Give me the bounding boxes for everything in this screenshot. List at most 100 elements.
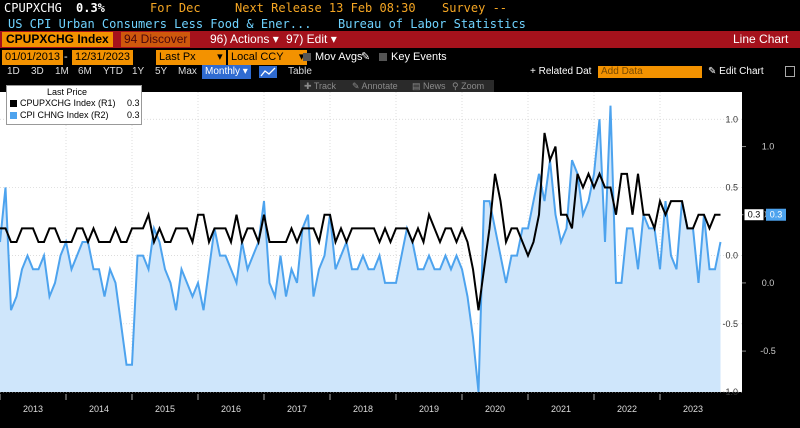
end-date-field[interactable]: 12/31/2023 [72, 50, 134, 65]
y-tick-right: -0.5 [760, 346, 776, 356]
survey-label: Survey -- [442, 1, 508, 15]
y-axis-right-band [742, 92, 800, 392]
series-line-cpupxchg [0, 132, 721, 311]
zoom-button[interactable]: ⚲ Zoom [452, 81, 485, 91]
legend-label: CPI CHNG Index (R2) [20, 110, 109, 120]
track-label: Track [313, 81, 337, 91]
current-value: 0.3% [76, 1, 105, 15]
legend-item[interactable]: CPUPXCHG Index (R1) 0.3 [9, 98, 140, 108]
x-tick-label: 2017 [287, 404, 307, 414]
x-tick-label: 2013 [23, 404, 43, 414]
x-tick-label: 2022 [617, 404, 637, 414]
tab-1m[interactable]: 1M [55, 66, 69, 77]
menu-bar: CPUPXCHG Index 94 Discover 96) Actions ▾… [0, 31, 800, 48]
series-line-cpi-chng [0, 105, 722, 393]
track-button[interactable]: ✚ Track [304, 81, 337, 91]
table-button[interactable]: Table [288, 66, 312, 77]
chart-type-label: Line Chart [733, 32, 789, 46]
area-series [0, 105, 721, 393]
y-tick-right: 1.0 [762, 142, 775, 152]
key-events-label: Key Events [391, 51, 447, 63]
last-value-r1: 0.3 [748, 210, 761, 220]
related-data-button[interactable]: + Related Dat [530, 66, 592, 77]
tab-max[interactable]: Max [178, 66, 197, 77]
chevron-down-icon: ▾ [298, 51, 305, 63]
x-axis: 2013 2014 2015 2016 2017 2018 2019 2020 2021 2022… [0, 394, 703, 414]
mov-avgs-label: Mov Avgs [315, 51, 363, 63]
last-value-box-r1 [743, 208, 765, 222]
x-tick-label: 2019 [419, 404, 439, 414]
y-tick-left: -1.0 [722, 387, 738, 397]
chart-action-bar: ✚ Track ✎ Annotate ▤ News ⚲ Zoom [300, 80, 494, 92]
legend-value: 0.3 [127, 110, 140, 120]
tab-1d[interactable]: 1D [7, 66, 20, 77]
frequency-select[interactable]: Monthly ▾ [202, 65, 251, 79]
x-tick-label: 2014 [89, 404, 109, 414]
title-row: US CPI Urban Consumers Less Food & Ener.… [0, 16, 800, 32]
legend-value: 0.3 [127, 98, 140, 108]
last-value-labels: 0.3 0.3 [743, 208, 786, 222]
currency-label: Local CCY [231, 51, 284, 63]
tab-1y[interactable]: 1Y [132, 66, 145, 77]
edit-menu[interactable]: 97) Edit ▾ [286, 31, 337, 48]
period-label: For Dec [150, 1, 201, 15]
annotate-label: Annotate [361, 81, 398, 91]
add-data-input[interactable]: Add Data [598, 66, 702, 78]
x-tick-label: 2020 [485, 404, 505, 414]
period-toolbar: 1D 3D 1M 6M YTD 1Y 5Y Max Monthly ▾ Tabl… [0, 65, 800, 79]
line-chart-icon-glyph [260, 67, 276, 77]
y-tick-left: 0.0 [725, 251, 738, 261]
chart-legend: Last Price CPUPXCHG Index (R1) 0.3 CPI C… [6, 85, 142, 125]
chart-settings-icon[interactable] [785, 66, 795, 77]
x-axis-band [0, 394, 800, 424]
ticker-symbol: CPUPXCHG [4, 1, 62, 15]
y-tick-right: 0.0 [762, 278, 775, 288]
key-events-checkbox[interactable] [379, 53, 387, 61]
chart-area: 1.0 0.5 0.0 -0.5 -1.0 1.0 0.5 0.0 -0.5 2013 2014… [0, 80, 800, 424]
start-date-field[interactable]: 01/01/2013 [2, 50, 64, 65]
chevron-down-icon: ▾ [217, 51, 223, 63]
pencil-icon[interactable]: ✎ [361, 51, 371, 63]
chevron-down-icon: ▾ [272, 32, 279, 46]
price-field-select[interactable]: Last Px ▾ [156, 50, 226, 65]
x-tick-label: 2021 [551, 404, 571, 414]
tab-3d[interactable]: 3D [31, 66, 44, 77]
currency-select[interactable]: Local CCY ▾ [228, 50, 308, 65]
zoom-label: Zoom [461, 81, 485, 91]
edit-chart-label: Edit Chart [719, 66, 764, 77]
date-separator: - [64, 51, 68, 63]
frequency-label: Monthly [205, 66, 241, 77]
x-tick-label: 2015 [155, 404, 175, 414]
y-axis-left: 1.0 0.5 0.0 -0.5 -1.0 [722, 114, 738, 397]
legend-swatch [10, 112, 17, 119]
y-tick-left: 1.0 [725, 114, 738, 124]
mov-avgs-checkbox[interactable] [303, 53, 311, 61]
tab-5y[interactable]: 5Y [155, 66, 168, 77]
news-button[interactable]: ▤ News [412, 81, 446, 91]
discover-button[interactable]: 94 Discover [121, 32, 191, 47]
actions-label: 96) Actions [210, 32, 270, 46]
edit-chart-button[interactable]: ✎ Edit Chart [708, 65, 764, 79]
chevron-down-icon: ▾ [330, 32, 337, 46]
edit-label: 97) Edit [286, 32, 328, 46]
tab-6m[interactable]: 6M [78, 66, 92, 77]
line-chart-icon[interactable] [259, 66, 277, 78]
legend-label: CPUPXCHG Index (R1) [20, 98, 116, 108]
last-value-box-r2 [766, 208, 786, 221]
x-tick-label: 2018 [353, 404, 373, 414]
actions-menu[interactable]: 96) Actions ▾ [210, 31, 279, 48]
source-label: Bureau of Labor Statistics [338, 17, 526, 31]
y-tick-left: 0.5 [725, 182, 738, 192]
legend-swatch [10, 100, 17, 107]
pencil-icon: ✎ [708, 66, 717, 77]
series-lines [0, 105, 722, 393]
tab-ytd[interactable]: YTD [103, 66, 123, 77]
header-row: CPUPXCHG 0.3% For Dec Next Release 13 Fe… [0, 0, 800, 17]
news-label: News [423, 81, 446, 91]
controls-row: 01/01/2013 - 12/31/2023 Last Px ▾ Local … [0, 50, 800, 65]
legend-item[interactable]: CPI CHNG Index (R2) 0.3 [9, 110, 140, 120]
x-tick-label: 2023 [683, 404, 703, 414]
index-label[interactable]: CPUPXCHG Index [2, 32, 113, 47]
annotate-button[interactable]: ✎ Annotate [352, 81, 398, 91]
line-chart: 1.0 0.5 0.0 -0.5 -1.0 1.0 0.5 0.0 -0.5 2013 2014… [0, 92, 800, 424]
